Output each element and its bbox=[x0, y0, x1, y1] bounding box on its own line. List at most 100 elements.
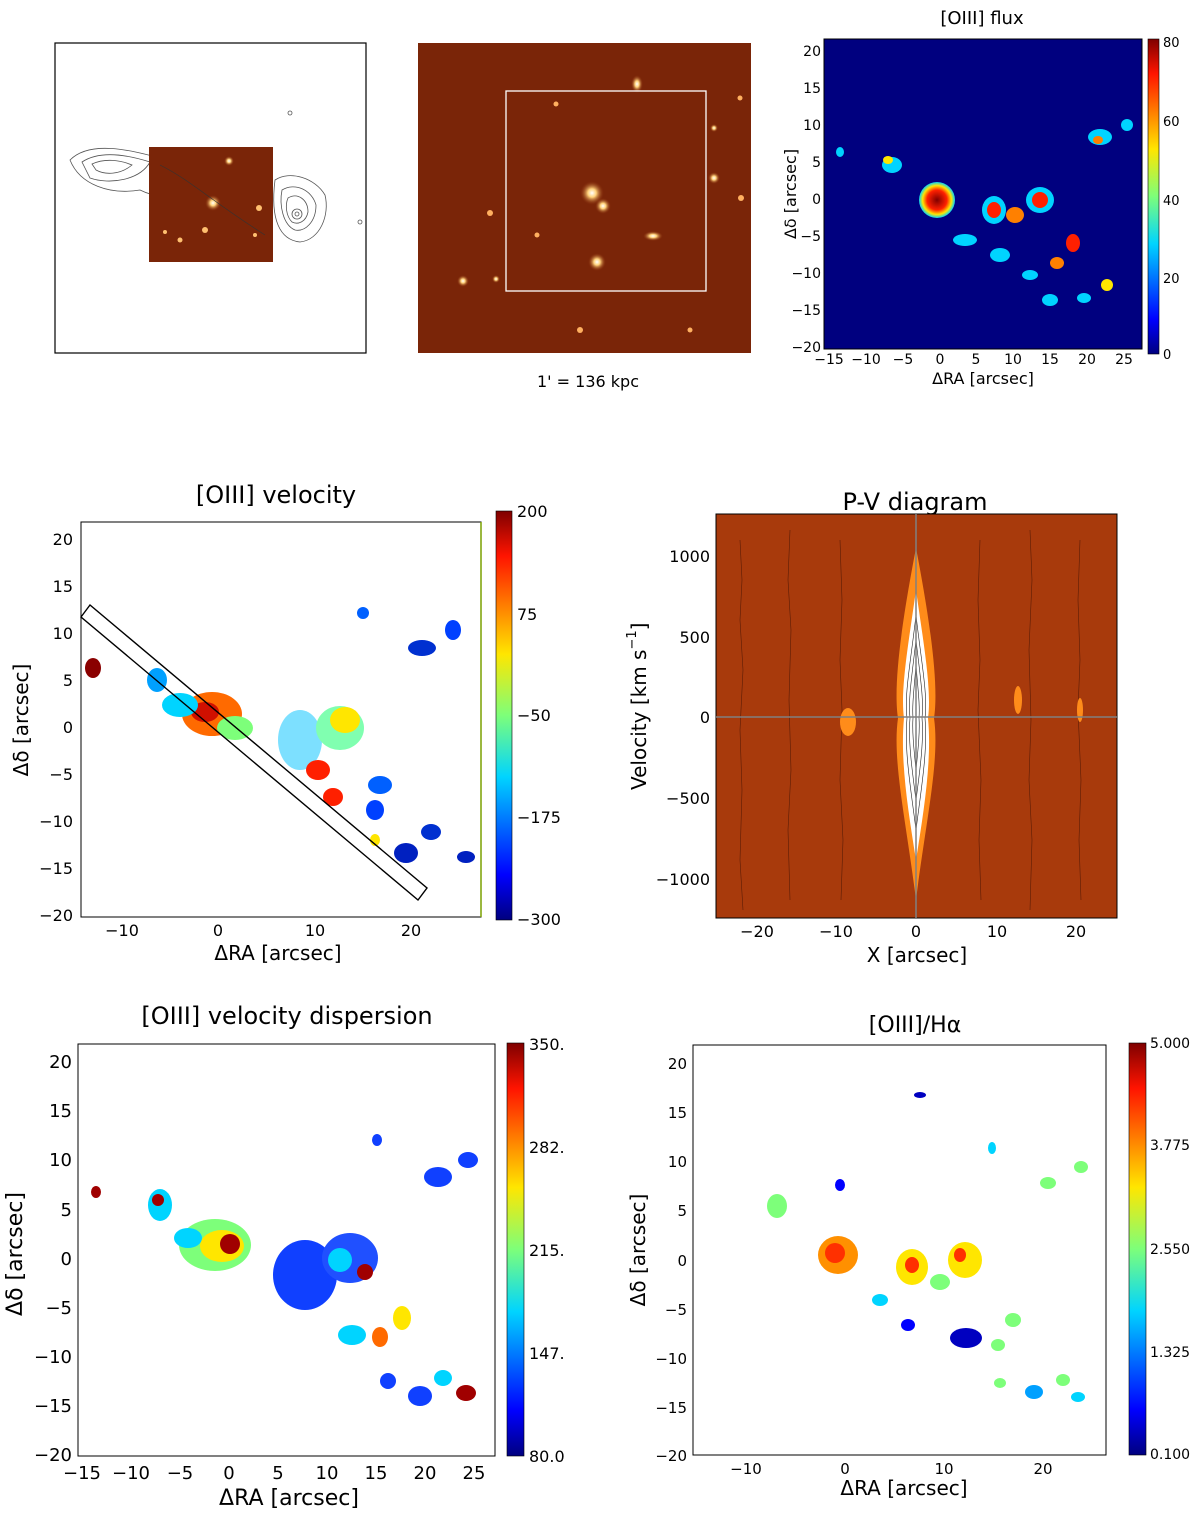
svg-text:20: 20 bbox=[1163, 272, 1180, 287]
svg-text:ΔRA [arcsec]: ΔRA [arcsec] bbox=[932, 369, 1034, 388]
svg-text:−10: −10 bbox=[791, 266, 821, 282]
radio-overlay-panel bbox=[54, 42, 367, 354]
svg-text:−5: −5 bbox=[167, 1463, 194, 1484]
svg-text:−10: −10 bbox=[105, 921, 139, 940]
optical-sources bbox=[457, 75, 744, 333]
svg-text:−10: −10 bbox=[655, 1350, 687, 1368]
svg-text:−1000: −1000 bbox=[656, 870, 710, 889]
svg-text:20: 20 bbox=[1033, 1460, 1052, 1478]
svg-text:5: 5 bbox=[272, 1463, 283, 1484]
svg-text:−50: −50 bbox=[517, 706, 551, 725]
svg-text:0: 0 bbox=[61, 1249, 72, 1270]
svg-text:−10: −10 bbox=[730, 1460, 762, 1478]
svg-text:15: 15 bbox=[668, 1104, 687, 1122]
svg-text:−10: −10 bbox=[34, 1347, 72, 1368]
svg-text:15: 15 bbox=[1041, 352, 1059, 368]
svg-text:0: 0 bbox=[840, 1460, 850, 1478]
svg-text:Δδ [arcsec]: Δδ [arcsec] bbox=[781, 149, 800, 239]
svg-text:Velocity [km s−1]: Velocity [km s−1] bbox=[625, 623, 651, 790]
dispersion-panel: [OIII] velocity dispersion bbox=[3, 1002, 565, 1511]
svg-text:0: 0 bbox=[213, 921, 223, 940]
svg-text:0.100: 0.100 bbox=[1150, 1447, 1190, 1463]
svg-text:−300: −300 bbox=[517, 910, 561, 929]
ratio-colorbar bbox=[1128, 1042, 1147, 1456]
svg-text:5: 5 bbox=[972, 352, 981, 368]
svg-text:[OIII]/Hα: [OIII]/Hα bbox=[869, 1013, 961, 1038]
svg-text:10: 10 bbox=[305, 921, 325, 940]
svg-text:ΔRA [arcsec]: ΔRA [arcsec] bbox=[840, 1476, 967, 1500]
svg-text:0: 0 bbox=[911, 922, 921, 941]
svg-text:−5: −5 bbox=[665, 1301, 687, 1319]
svg-text:−10: −10 bbox=[851, 352, 881, 368]
svg-text:−10: −10 bbox=[112, 1463, 150, 1484]
svg-text:15: 15 bbox=[53, 577, 73, 596]
flux-emission-blobs bbox=[836, 119, 1133, 306]
svg-text:−10: −10 bbox=[39, 812, 73, 831]
svg-text:350.: 350. bbox=[529, 1035, 565, 1054]
flux-panel: [OIII] flux 80 60 bbox=[781, 8, 1180, 388]
svg-text:15: 15 bbox=[49, 1101, 72, 1122]
svg-text:5.000: 5.000 bbox=[1150, 1036, 1190, 1052]
svg-text:−20: −20 bbox=[39, 906, 73, 925]
svg-text:−15: −15 bbox=[63, 1463, 101, 1484]
svg-text:20: 20 bbox=[1078, 352, 1096, 368]
svg-text:2.550: 2.550 bbox=[1150, 1242, 1190, 1258]
svg-text:5: 5 bbox=[812, 155, 821, 171]
svg-text:20: 20 bbox=[49, 1052, 72, 1073]
svg-text:[OIII] velocity: [OIII] velocity bbox=[196, 481, 356, 509]
velocity-panel: [OIII] velocity 200 bbox=[9, 481, 561, 965]
svg-text:200: 200 bbox=[517, 502, 548, 521]
svg-text:0: 0 bbox=[677, 1252, 687, 1270]
svg-text:20: 20 bbox=[53, 530, 73, 549]
svg-text:P-V diagram: P-V diagram bbox=[842, 488, 987, 516]
svg-text:282.: 282. bbox=[529, 1138, 565, 1157]
svg-text:20: 20 bbox=[401, 921, 421, 940]
scale-label: 1' = 136 kpc bbox=[537, 372, 639, 391]
svg-text:80.0: 80.0 bbox=[529, 1447, 565, 1466]
svg-text:10: 10 bbox=[49, 1150, 72, 1171]
svg-text:10: 10 bbox=[803, 118, 821, 134]
svg-text:0: 0 bbox=[700, 708, 710, 727]
svg-text:[OIII] velocity dispersion: [OIII] velocity dispersion bbox=[141, 1002, 432, 1030]
svg-text:Δδ [arcsec]: Δδ [arcsec] bbox=[3, 1192, 28, 1316]
svg-text:0: 0 bbox=[1163, 348, 1171, 363]
svg-text:215.: 215. bbox=[529, 1241, 565, 1260]
svg-text:−20: −20 bbox=[34, 1445, 72, 1466]
svg-text:3.775: 3.775 bbox=[1150, 1138, 1190, 1154]
svg-text:20: 20 bbox=[1066, 922, 1086, 941]
pv-panel: P-V diagram 1000 500 0 −500 −1000 bbox=[625, 488, 1118, 967]
svg-text:147.: 147. bbox=[529, 1344, 565, 1363]
svg-text:10: 10 bbox=[668, 1153, 687, 1171]
svg-text:10: 10 bbox=[987, 922, 1007, 941]
velocity-blobs bbox=[85, 607, 475, 863]
svg-text:80: 80 bbox=[1163, 36, 1180, 51]
svg-text:10: 10 bbox=[53, 624, 73, 643]
svg-text:5: 5 bbox=[61, 1200, 72, 1221]
svg-text:1000: 1000 bbox=[669, 547, 710, 566]
svg-text:−20: −20 bbox=[655, 1447, 687, 1465]
svg-text:Δδ [arcsec]: Δδ [arcsec] bbox=[626, 1194, 650, 1307]
svg-text:ΔRA [arcsec]: ΔRA [arcsec] bbox=[214, 941, 341, 965]
svg-text:−15: −15 bbox=[791, 303, 821, 319]
svg-text:−15: −15 bbox=[655, 1399, 687, 1417]
svg-text:500: 500 bbox=[679, 628, 710, 647]
ratio-blobs bbox=[767, 1092, 1088, 1402]
svg-text:1.325: 1.325 bbox=[1150, 1345, 1190, 1361]
svg-text:40: 40 bbox=[1163, 194, 1180, 209]
pv-slit bbox=[80, 603, 428, 902]
svg-text:−15: −15 bbox=[814, 352, 844, 368]
svg-text:10: 10 bbox=[1004, 352, 1022, 368]
svg-text:75: 75 bbox=[517, 605, 537, 624]
svg-text:−5: −5 bbox=[49, 765, 73, 784]
svg-text:5: 5 bbox=[677, 1202, 687, 1220]
svg-text:15: 15 bbox=[803, 81, 821, 97]
flux-title: [OIII] flux bbox=[940, 8, 1024, 29]
svg-text:−15: −15 bbox=[39, 859, 73, 878]
svg-text:−20: −20 bbox=[791, 340, 821, 356]
muse-field-box bbox=[505, 90, 707, 292]
svg-text:−5: −5 bbox=[800, 229, 821, 245]
svg-text:60: 60 bbox=[1163, 115, 1180, 130]
svg-text:ΔRA [arcsec]: ΔRA [arcsec] bbox=[219, 1486, 359, 1511]
svg-text:−5: −5 bbox=[893, 352, 914, 368]
svg-text:0: 0 bbox=[223, 1463, 234, 1484]
